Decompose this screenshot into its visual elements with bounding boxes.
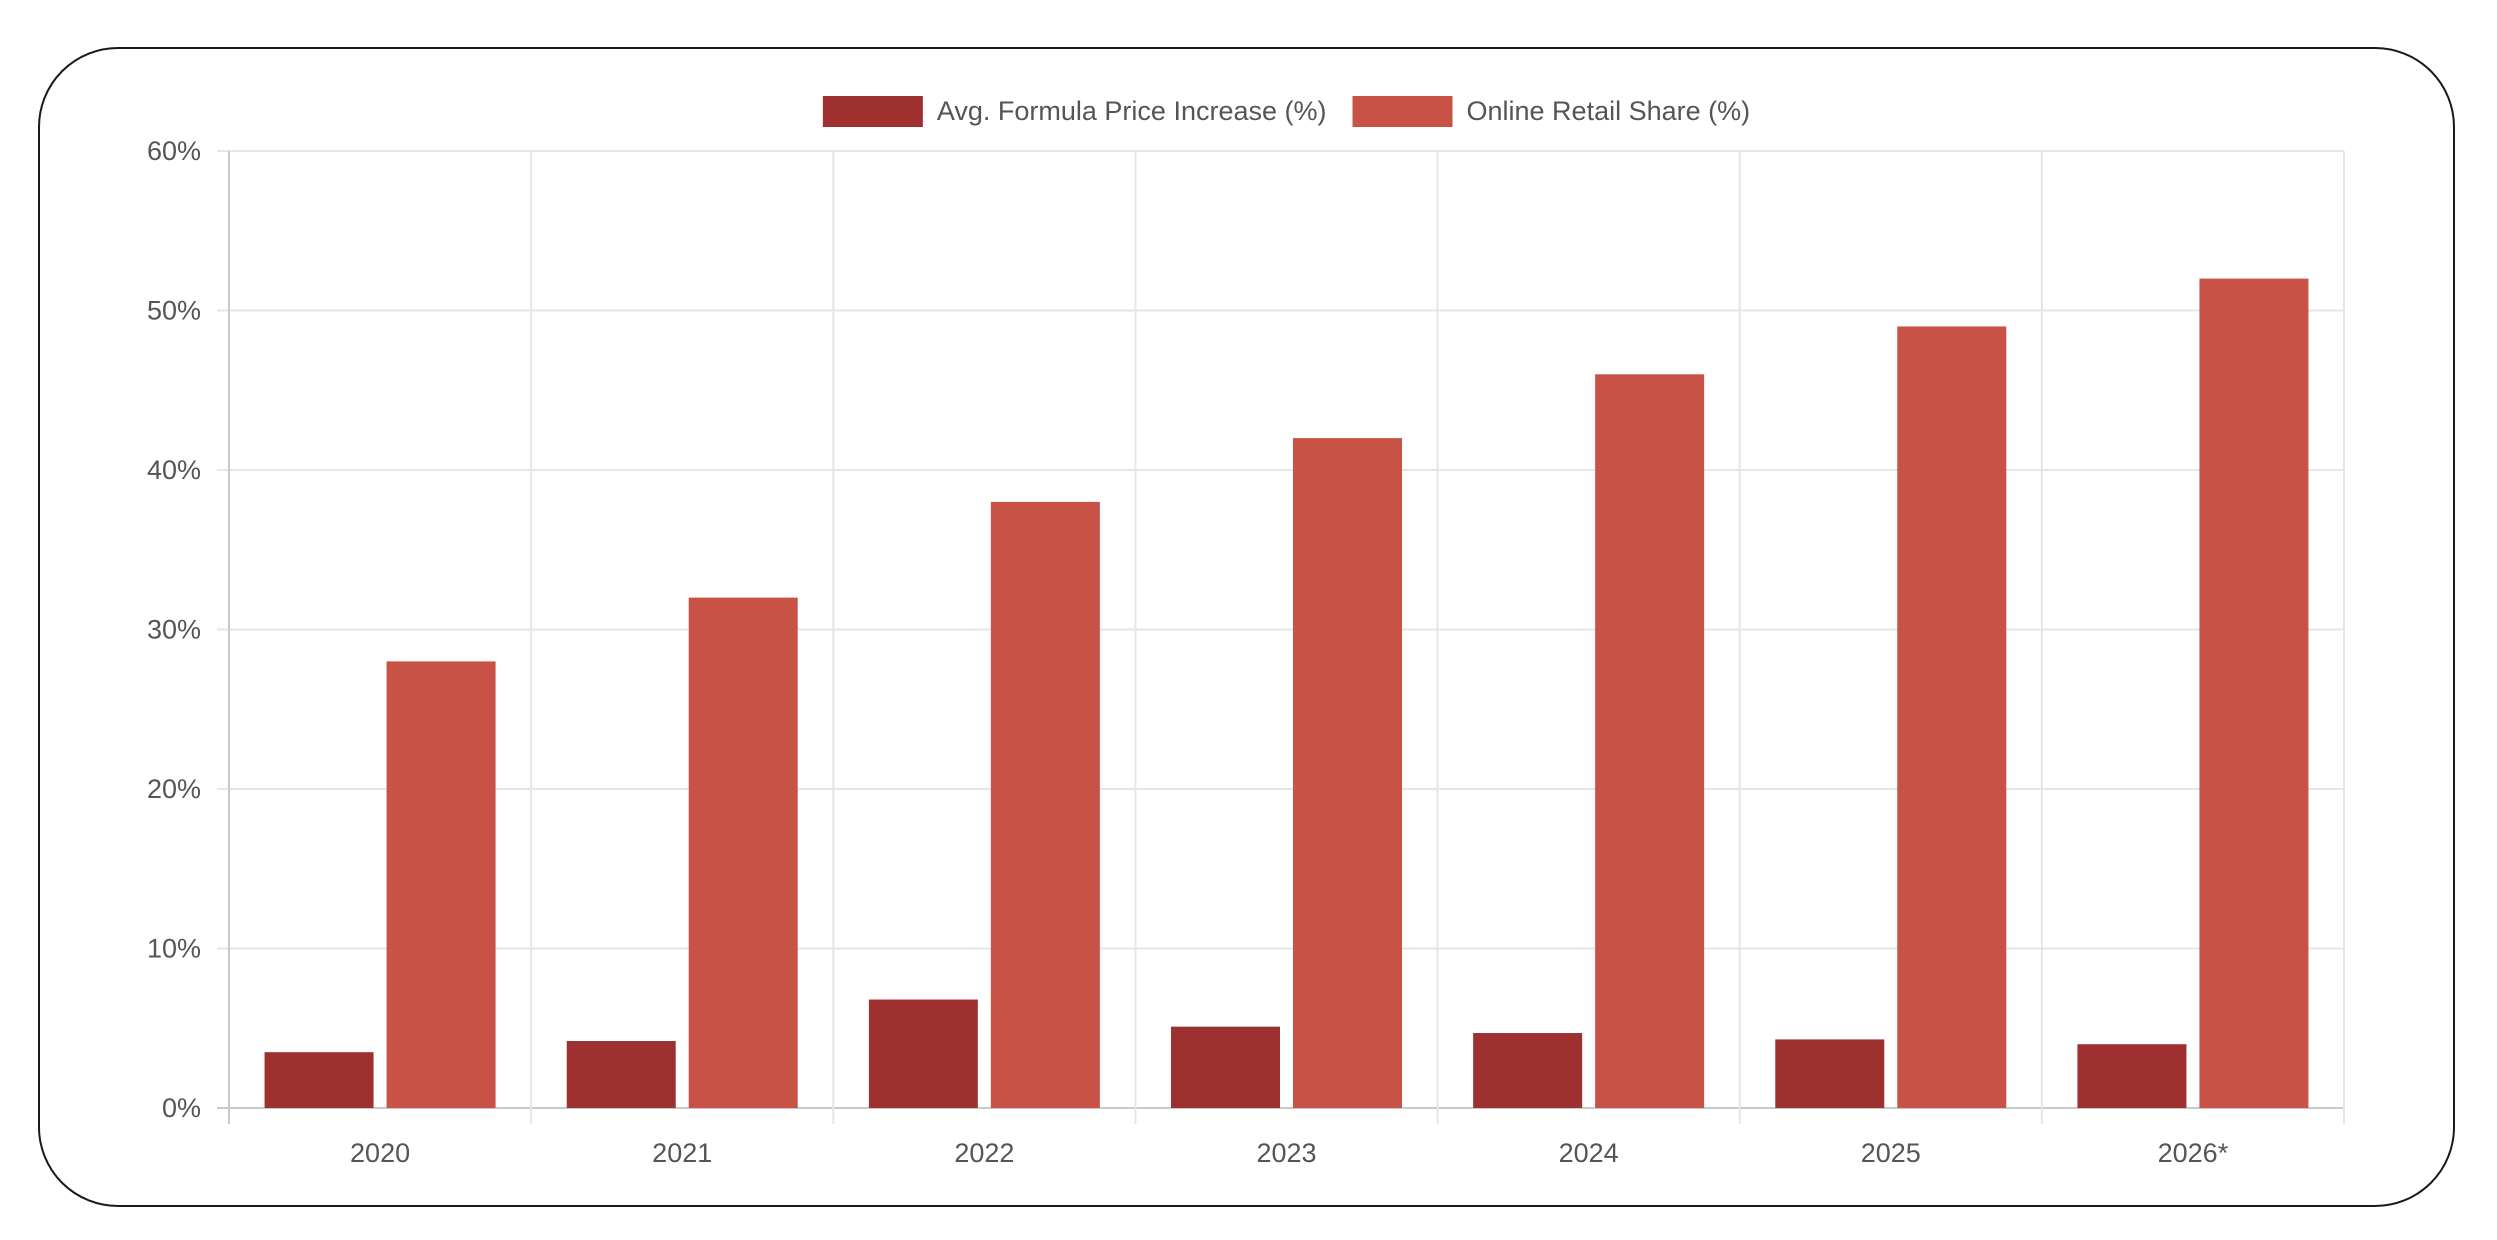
bar-online-share-2022[interactable] [990, 501, 1100, 1108]
y-tick-label: 50% [147, 296, 201, 326]
bar-price-increase-2026[interactable] [2077, 1044, 2187, 1108]
y-tick-label: 0% [162, 1093, 201, 1123]
x-tick-label: 2025 [1861, 1138, 1921, 1168]
x-tick-label: 2024 [1559, 1138, 1619, 1168]
bar-online-share-2026[interactable] [2199, 278, 2309, 1109]
y-tick-label: 60% [147, 136, 201, 166]
y-tick-label: 20% [147, 774, 201, 804]
x-tick-label: 2022 [954, 1138, 1014, 1168]
bar-price-increase-2023[interactable] [1171, 1026, 1280, 1108]
bar-online-share-2023[interactable] [1293, 438, 1402, 1109]
x-tick-label: 2021 [652, 1138, 712, 1168]
x-axis: 2020 2021 2022 2023 2024 2025 2026* [350, 1138, 2229, 1168]
y-tick-label: 10% [147, 934, 201, 964]
x-tick-label: 2023 [1256, 1138, 1316, 1168]
bar-price-increase-2025[interactable] [1775, 1039, 1885, 1108]
y-axis: 0% 10% 20% 30% 40% 50% 60% [147, 136, 201, 1123]
bar-online-share-2024[interactable] [1595, 374, 1705, 1108]
chart-legend[interactable]: Avg. Formula Price Increase (%) Online Re… [822, 96, 1751, 127]
legend-label: Avg. Formula Price Increase (%) [937, 96, 1327, 126]
bar-online-share-2020[interactable] [386, 661, 496, 1108]
legend-label: Online Retail Share (%) [1467, 96, 1751, 126]
legend-swatch-price-increase[interactable] [822, 96, 923, 127]
chart-grid [217, 150, 2345, 1124]
bar-price-increase-2021[interactable] [566, 1041, 676, 1108]
legend-swatch-online-share[interactable] [1352, 96, 1453, 127]
bar-price-increase-2022[interactable] [868, 999, 978, 1108]
bar-online-share-2025[interactable] [1897, 326, 2007, 1108]
bar-price-increase-2020[interactable] [264, 1052, 374, 1108]
x-tick-label: 2026* [2158, 1138, 2229, 1168]
x-tick-label: 2020 [350, 1138, 410, 1168]
bar-price-increase-2024[interactable] [1473, 1033, 1583, 1108]
chart-bars [264, 278, 2309, 1109]
y-tick-label: 30% [147, 615, 201, 645]
y-tick-label: 40% [147, 455, 201, 485]
bar-online-share-2021[interactable] [688, 597, 798, 1108]
